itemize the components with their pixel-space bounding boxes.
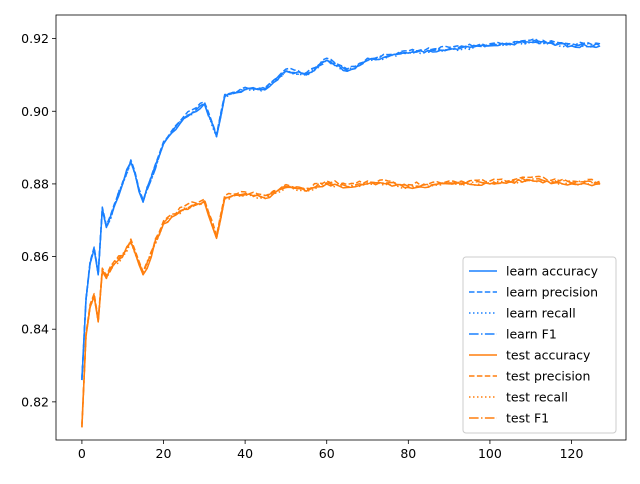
legend-label: test F1 — [506, 411, 549, 426]
legend-label: test accuracy — [506, 348, 591, 363]
axes-frame — [55, 14, 627, 441]
x-tick-label: 20 — [156, 446, 172, 461]
x-tick-label: 80 — [400, 446, 416, 461]
legend-label: learn recall — [506, 306, 576, 321]
series-line-learn-f1 — [81, 39, 601, 380]
series-line-test-f1 — [81, 177, 601, 427]
legend-label: learn F1 — [506, 327, 557, 342]
legend-label: learn accuracy — [506, 264, 599, 279]
y-tick-label: 0.88 — [21, 176, 49, 191]
y-tick-label: 0.90 — [21, 104, 49, 119]
legend-label: test recall — [506, 390, 568, 405]
legend: learn accuracy learn precision learn recal… — [462, 256, 617, 434]
x-tick-label: 100 — [478, 446, 502, 461]
y-tick-label: 0.92 — [21, 31, 49, 46]
x-tick-label: 60 — [319, 446, 335, 461]
legend-box — [462, 256, 617, 434]
x-tick-label: 120 — [560, 446, 584, 461]
x-tick-label: 0 — [78, 446, 86, 461]
legend-label: learn precision — [506, 285, 598, 300]
y-tick-label: 0.84 — [21, 322, 49, 337]
y-axis-ticks: 0.82 0.84 0.86 0.88 0.90 0.92 — [21, 31, 56, 409]
series-layer — [81, 37, 601, 428]
series-line-test-recall — [81, 179, 601, 428]
y-tick-label: 0.82 — [21, 394, 49, 409]
x-axis-ticks: 0 20 40 60 80 100 120 — [78, 440, 584, 461]
series-line-learn-recall — [81, 40, 601, 381]
y-tick-label: 0.86 — [21, 249, 49, 264]
legend-label: test precision — [506, 369, 590, 384]
x-tick-label: 40 — [237, 446, 253, 461]
